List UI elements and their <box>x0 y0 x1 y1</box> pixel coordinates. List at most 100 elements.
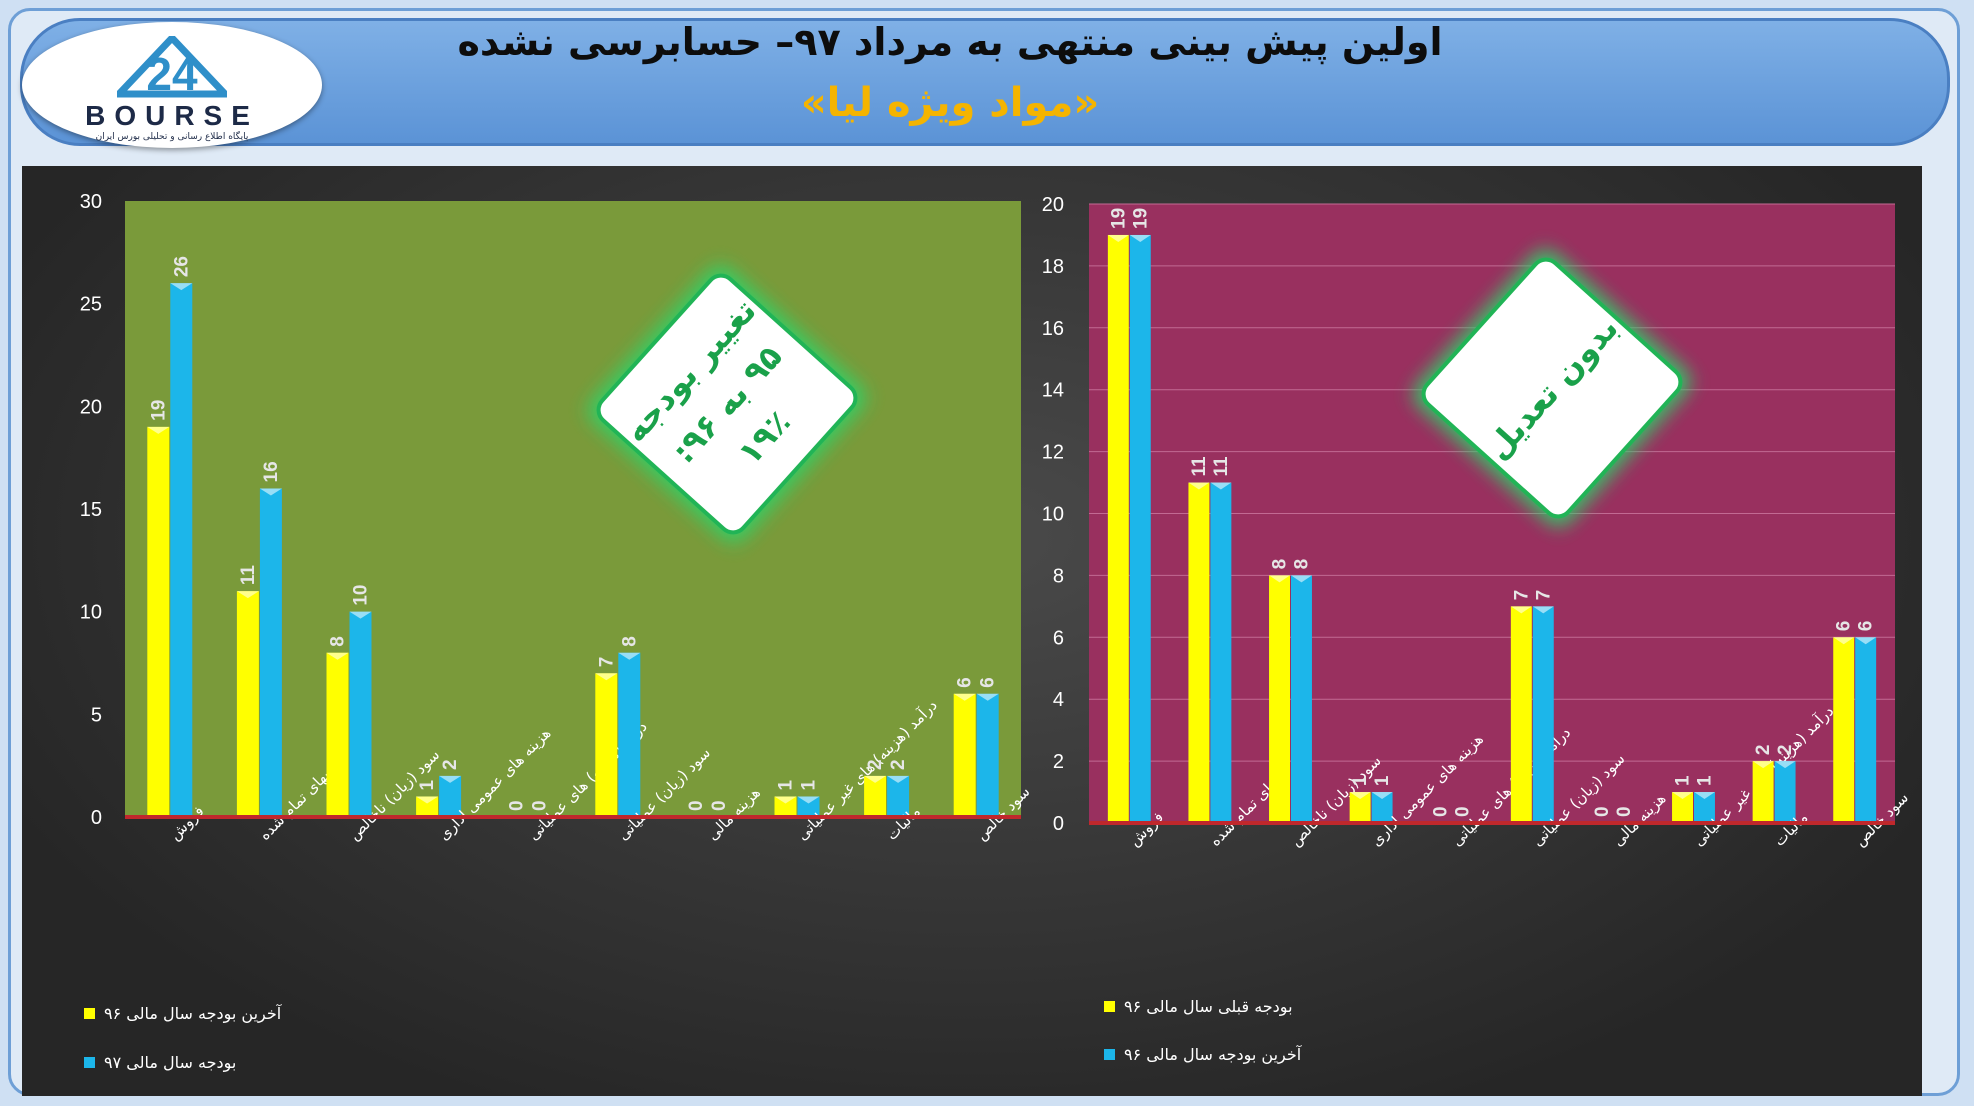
page-title: اولین پیش بینی منتهی به مرداد ۹۷– حسابرس… <box>457 20 1443 64</box>
y-tick-label: 4 <box>1053 689 1064 711</box>
bar-series-a <box>147 426 170 817</box>
site-logo[interactable]: 24 BOURSE پایگاه اطلاع رسانی و تحلیلی بو… <box>22 22 322 148</box>
bar-series-b <box>1774 761 1796 823</box>
data-label: 0 <box>1614 806 1635 817</box>
page-subtitle: «مواد ویژه لیا» <box>800 80 1100 126</box>
data-label: 7 <box>1533 590 1554 601</box>
bar-cap <box>416 796 439 804</box>
bar-series-a <box>1833 637 1855 823</box>
y-tick-label: 5 <box>91 704 102 726</box>
bar-series-b <box>797 796 820 817</box>
data-label: 8 <box>1270 559 1291 570</box>
bar-cap <box>1291 575 1312 583</box>
bar-series-b <box>439 775 462 817</box>
data-label: 7 <box>596 657 617 668</box>
bar-cap <box>618 652 641 660</box>
y-tick-label: 10 <box>1042 504 1064 526</box>
data-label: 26 <box>171 256 192 277</box>
bar-cap <box>1532 606 1554 614</box>
logo-word: BOURSE <box>85 100 259 131</box>
bar-cap <box>1188 482 1210 490</box>
bar-series-b <box>349 611 372 817</box>
data-label: 1 <box>1350 775 1371 786</box>
legend-label: بودجه سال مالی ۹۷ <box>104 1053 236 1073</box>
logo-mark-icon: 24 <box>117 36 227 100</box>
bar-cap <box>147 426 170 434</box>
bar-series-b <box>1210 482 1232 823</box>
bar-series-b <box>887 775 910 817</box>
bar-series-b <box>1532 606 1554 823</box>
bar-series-b <box>1371 792 1393 823</box>
y-tick-label: 16 <box>1042 318 1064 340</box>
bar-cap <box>1855 637 1877 645</box>
bar-cap <box>976 693 999 701</box>
y-tick-label: 8 <box>1053 565 1064 587</box>
bar-cap <box>864 775 887 783</box>
bar-series-a <box>1672 792 1693 823</box>
bar-cap <box>259 488 282 496</box>
bar-series-a <box>774 796 797 817</box>
y-tick-label: 20 <box>1042 194 1064 216</box>
data-label: 1 <box>1694 775 1715 786</box>
bar-series-a <box>953 693 976 817</box>
bar-cap <box>1349 792 1371 800</box>
bar-series-b <box>1694 792 1715 823</box>
data-label: 0 <box>709 800 730 811</box>
bar-cap <box>236 591 259 599</box>
bar-cap <box>1269 575 1290 583</box>
legend-label: آخرین بودجه سال مالی ۹۶ <box>1124 1045 1303 1065</box>
y-tick-label: 18 <box>1042 256 1064 278</box>
legend-swatch <box>1104 1001 1115 1012</box>
data-label: 6 <box>978 677 999 688</box>
data-label: 8 <box>1291 559 1312 570</box>
y-tick-label: 6 <box>1053 627 1064 649</box>
data-label: 19 <box>148 400 169 421</box>
data-label: 6 <box>1834 621 1855 632</box>
bar-cap <box>1833 637 1855 645</box>
y-tick-label: 0 <box>1053 813 1064 835</box>
bar-series-b <box>1291 575 1312 823</box>
bar-series-a <box>236 591 259 817</box>
data-label: 0 <box>507 800 528 811</box>
data-label: 1 <box>1673 775 1694 786</box>
legend-swatch <box>1104 1049 1115 1060</box>
bar-series-a <box>1107 234 1129 823</box>
plot-area <box>125 201 1021 817</box>
data-label: 0 <box>530 800 551 811</box>
data-label: 6 <box>955 677 976 688</box>
charts-area: 0 5 10 15 20 25 30 19 26 فروش 11 16 بهای تمام شده 8 10… <box>22 166 1922 1096</box>
y-tick-label: 15 <box>80 499 102 521</box>
bar-cap <box>774 796 797 804</box>
badge-box <box>1421 257 1683 519</box>
bar-cap <box>349 611 372 619</box>
y-tick-label: 20 <box>80 396 102 418</box>
bar-series-a <box>1269 575 1290 823</box>
y-tick-label: 12 <box>1042 442 1064 464</box>
data-label: 2 <box>1753 745 1774 756</box>
data-label: 11 <box>1211 456 1232 477</box>
bar-cap <box>326 652 349 660</box>
bar-cap <box>887 775 910 783</box>
annotation-badge: بدون تعدیل <box>1413 249 1691 527</box>
data-label: 8 <box>328 636 349 647</box>
data-label: 10 <box>351 585 372 606</box>
y-tick-label: 25 <box>80 294 102 316</box>
data-label: 1 <box>776 779 797 790</box>
data-label: 19 <box>1130 208 1151 229</box>
legend-swatch <box>84 1057 95 1068</box>
data-label: 0 <box>686 800 707 811</box>
svg-text:24: 24 <box>146 48 198 100</box>
bar-cap <box>1672 792 1693 800</box>
data-label: 1 <box>1372 775 1393 786</box>
bar-series-a <box>1349 792 1371 823</box>
data-label: 0 <box>1592 806 1613 817</box>
bar-series-a <box>1752 761 1774 823</box>
bar-series-b <box>259 488 282 817</box>
logo-tagline: پایگاه اطلاع رسانی و تحلیلی بورس ایران <box>95 132 249 142</box>
bar-cap <box>1774 761 1796 769</box>
bar-cap <box>595 673 618 681</box>
bar-series-a <box>595 673 618 817</box>
bar-cap <box>1210 482 1232 490</box>
